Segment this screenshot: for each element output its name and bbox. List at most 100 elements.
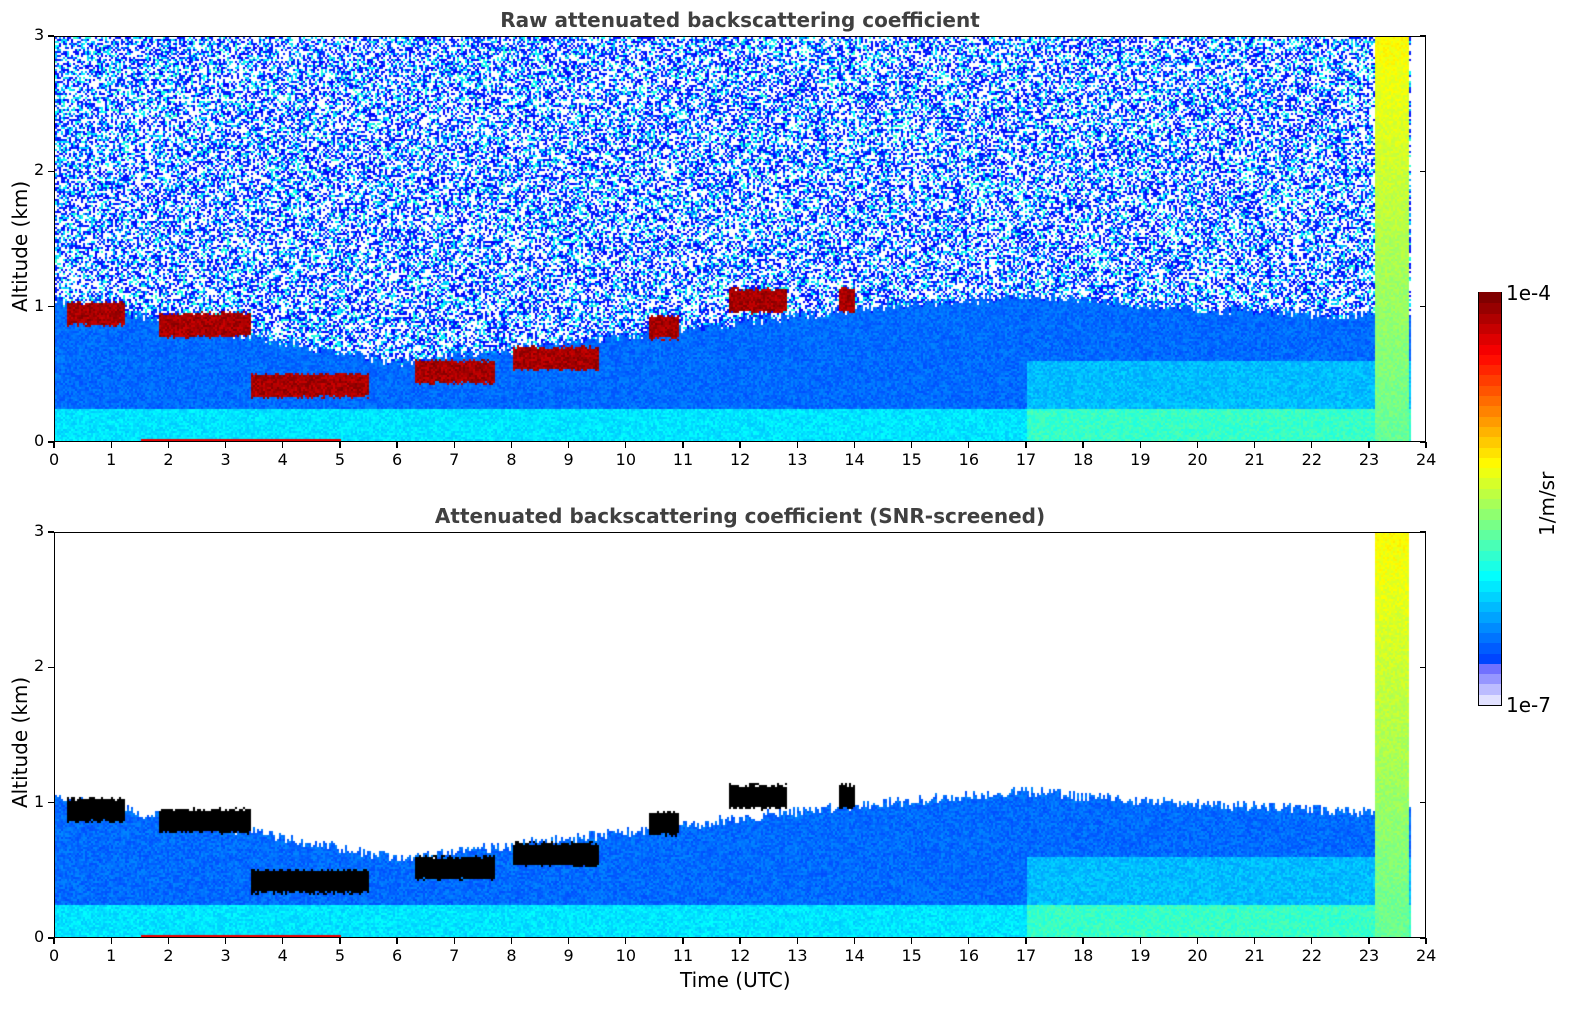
colorbar-segment xyxy=(1479,621,1501,633)
x-tick-label: 14 xyxy=(844,450,865,469)
x-tick xyxy=(224,442,227,448)
colorbar-segment xyxy=(1479,487,1501,499)
colorbar-segment xyxy=(1479,508,1501,520)
x-tick-label: 22 xyxy=(1301,946,1323,965)
x-tick-label: 10 xyxy=(615,450,637,469)
x-tick-label: 18 xyxy=(1073,946,1094,965)
colorbar-min-label: 1e-7 xyxy=(1506,693,1551,717)
y-tick-right xyxy=(1420,531,1426,533)
colorbar-segment xyxy=(1479,363,1501,376)
x-tick xyxy=(1425,442,1427,448)
y-tick-label: 1 xyxy=(34,791,45,811)
x-tick-label: 21 xyxy=(1244,450,1265,469)
colorbar-segment xyxy=(1479,611,1501,623)
x-tick xyxy=(796,938,798,944)
x-tick xyxy=(339,938,341,944)
x-tick-label: 13 xyxy=(787,450,808,469)
y-tick-right xyxy=(1420,666,1426,669)
colorbar-segment xyxy=(1479,662,1501,675)
x-tick xyxy=(339,442,341,448)
x-tick-label: 6 xyxy=(392,450,403,469)
colorbar-segment xyxy=(1479,384,1501,396)
colorbar-segment xyxy=(1479,353,1501,366)
xaxis-label: Time (UTC) xyxy=(680,968,791,992)
x-tick xyxy=(167,938,170,944)
colorbar-segment xyxy=(1479,435,1501,448)
x-tick xyxy=(968,442,970,448)
x-tick xyxy=(282,442,284,448)
x-tick xyxy=(1311,938,1313,944)
panel-2-heatmap xyxy=(55,533,1425,937)
colorbar-segment xyxy=(1479,405,1501,417)
colorbar-segment xyxy=(1479,456,1501,469)
colorbar-max-label: 1e-4 xyxy=(1506,281,1551,305)
colorbar-segment xyxy=(1479,549,1501,561)
x-tick-label: 5 xyxy=(334,450,346,469)
x-tick-label: 17 xyxy=(1015,946,1037,965)
y-tick-right xyxy=(1420,306,1426,308)
y-tick xyxy=(48,802,54,804)
panel-1-plot-area xyxy=(54,36,1426,442)
x-tick-label: 20 xyxy=(1187,450,1208,469)
x-tick-label: 2 xyxy=(163,450,174,469)
x-tick xyxy=(1082,442,1084,448)
x-tick xyxy=(739,938,741,944)
x-tick xyxy=(1311,442,1313,448)
panel-2-plot-area xyxy=(54,532,1426,938)
colorbar-segment xyxy=(1479,683,1501,695)
colorbar-segment xyxy=(1479,425,1501,438)
colorbar-segment xyxy=(1479,538,1501,551)
x-tick-label: 21 xyxy=(1244,946,1265,965)
colorbar-segment xyxy=(1479,374,1501,386)
x-tick-label: 23 xyxy=(1358,450,1380,469)
x-tick xyxy=(1253,442,1256,448)
x-tick xyxy=(224,938,227,944)
x-tick-label: 17 xyxy=(1015,450,1037,469)
x-tick-label: 3 xyxy=(220,450,231,469)
x-tick xyxy=(53,938,55,944)
x-tick-label: 20 xyxy=(1187,946,1208,965)
x-tick xyxy=(796,442,798,448)
x-tick-label: 7 xyxy=(449,450,460,469)
colorbar-segment xyxy=(1479,518,1501,530)
x-tick-label: 22 xyxy=(1301,450,1323,469)
x-tick xyxy=(1025,442,1027,448)
panel-1-ylabel: Altitude (km) xyxy=(8,180,32,312)
x-tick xyxy=(567,938,570,944)
colorbar-segment xyxy=(1479,559,1501,572)
y-tick-right xyxy=(1420,441,1426,443)
x-tick-label: 19 xyxy=(1130,450,1151,469)
x-tick-label: 16 xyxy=(958,450,980,469)
colorbar-segment xyxy=(1479,322,1501,335)
x-tick-label: 19 xyxy=(1130,946,1151,965)
x-tick-label: 2 xyxy=(163,946,174,965)
x-tick xyxy=(682,938,684,944)
y-tick-label: 2 xyxy=(34,160,45,180)
x-tick-label: 23 xyxy=(1358,946,1380,965)
colorbar-segment xyxy=(1479,446,1501,458)
x-tick xyxy=(1139,938,1141,944)
x-tick-label: 1 xyxy=(106,946,117,965)
colorbar-segment xyxy=(1479,332,1501,345)
y-tick-right xyxy=(1420,170,1426,173)
x-tick xyxy=(1196,938,1199,944)
colorbar-segment xyxy=(1479,466,1501,479)
y-tick xyxy=(48,441,54,443)
y-tick xyxy=(48,531,54,533)
x-tick xyxy=(396,938,398,944)
y-tick-right xyxy=(1420,35,1426,37)
x-tick xyxy=(282,938,284,944)
colorbar-segment xyxy=(1479,343,1501,355)
x-tick xyxy=(510,938,513,944)
colorbar-segment xyxy=(1479,652,1501,664)
x-tick-label: 12 xyxy=(730,450,751,469)
colorbar-segment xyxy=(1479,302,1501,314)
x-tick xyxy=(1082,938,1084,944)
x-tick xyxy=(396,442,398,448)
x-tick-label: 5 xyxy=(334,946,346,965)
x-tick-label: 0 xyxy=(49,450,60,469)
colorbar-segment xyxy=(1479,477,1501,489)
x-tick-label: 14 xyxy=(844,946,865,965)
y-tick xyxy=(48,937,54,939)
x-tick-label: 6 xyxy=(392,946,403,965)
